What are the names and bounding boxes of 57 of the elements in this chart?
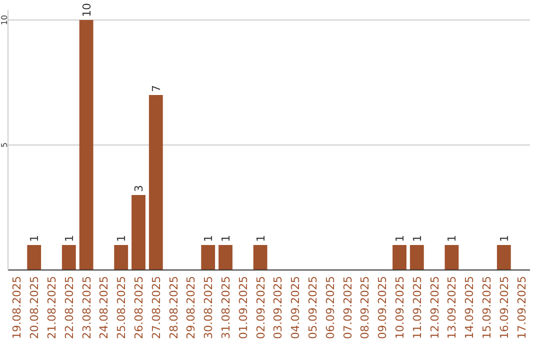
data-label: 1 — [498, 235, 511, 242]
x-tick-label: 11.09.2025 — [410, 276, 424, 339]
x-tick-label: 27.08.2025 — [150, 276, 163, 339]
x-tick-label: 06.09.2025 — [324, 276, 337, 339]
x-tick-label: 07.09.2025 — [341, 276, 354, 339]
x-tick-label: 20.08.2025 — [28, 276, 42, 339]
x-tick-label: 03.09.2025 — [272, 276, 285, 339]
x-tick-label: 13.09.2025 — [446, 276, 459, 339]
x-tick-label: 30.08.2025 — [202, 276, 216, 339]
data-label: 1 — [202, 235, 216, 242]
x-tick-label: 29.08.2025 — [184, 276, 198, 339]
data-label: 1 — [220, 235, 232, 242]
x-tick-label: 19.08.2025 — [10, 276, 24, 339]
bar — [218, 245, 232, 270]
bar — [114, 245, 128, 270]
bar — [496, 245, 511, 270]
bar — [62, 245, 76, 270]
x-tick-label: 21.08.2025 — [46, 276, 58, 339]
data-label: 3 — [132, 185, 146, 192]
x-tick-label: 31.08.2025 — [220, 276, 232, 339]
x-tick-label: 17.09.2025 — [515, 276, 528, 339]
x-tick-label: 05.09.2025 — [306, 276, 320, 339]
data-label: 1 — [446, 235, 459, 242]
data-label: 10 — [80, 3, 94, 17]
bar — [253, 245, 268, 270]
x-tick-label: 09.09.2025 — [376, 276, 390, 339]
x-tick-label: 24.08.2025 — [98, 276, 111, 339]
x-tick-label: 23.08.2025 — [80, 276, 94, 339]
bar — [27, 245, 42, 270]
x-tick-label: 14.09.2025 — [463, 276, 476, 339]
data-label: 1 — [254, 235, 268, 242]
data-label: 1 — [28, 235, 42, 242]
x-tick-label: 22.08.2025 — [62, 276, 76, 339]
x-tick-label: 16.09.2025 — [498, 276, 511, 339]
bar — [444, 245, 459, 270]
x-tick-label: 01.09.2025 — [236, 276, 250, 339]
bar — [79, 20, 94, 270]
x-tick-label: 28.08.2025 — [167, 276, 180, 339]
bar — [132, 195, 146, 270]
bar — [148, 95, 163, 270]
bar — [201, 245, 216, 270]
x-tick-label: 15.09.2025 — [480, 276, 494, 339]
x-tick-label: 08.09.2025 — [358, 276, 372, 339]
x-tick-label: 04.09.2025 — [289, 276, 302, 339]
data-label: 7 — [150, 85, 163, 92]
data-label: 1 — [62, 235, 76, 242]
data-label: 1 — [115, 235, 128, 242]
y-tick-label: 5 — [0, 142, 9, 148]
data-label: 1 — [410, 235, 424, 242]
data-label: 1 — [394, 235, 406, 242]
x-tick-label: 26.08.2025 — [132, 276, 146, 339]
bar — [392, 245, 406, 270]
x-tick-label: 25.08.2025 — [115, 276, 128, 339]
x-tick-label: 10.09.2025 — [394, 276, 406, 339]
bar — [410, 245, 424, 270]
x-tick-label: 02.09.2025 — [254, 276, 268, 339]
x-tick-label: 12.09.2025 — [428, 276, 442, 339]
